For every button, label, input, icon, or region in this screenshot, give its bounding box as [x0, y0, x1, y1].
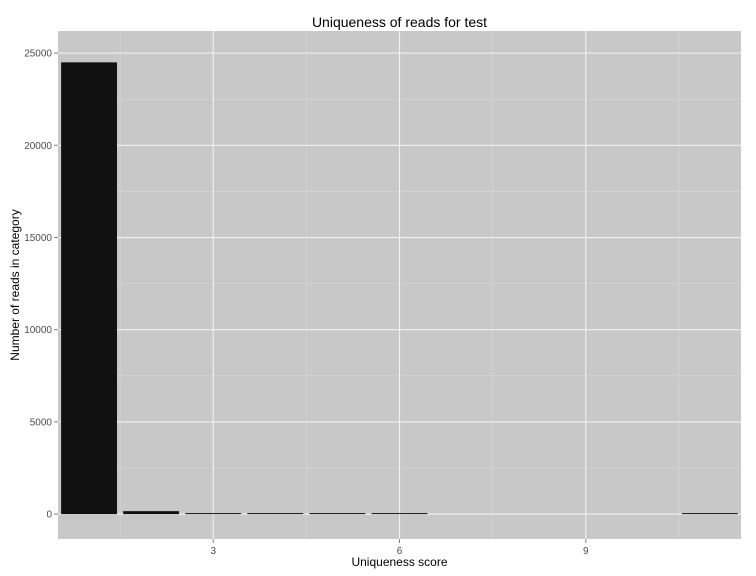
bar [371, 513, 428, 515]
y-tick-label: 25000 [24, 49, 52, 60]
y-tick-label: 0 [46, 510, 52, 521]
x-tick-label: 6 [397, 546, 403, 557]
x-tick-label: 3 [210, 546, 216, 557]
y-tick-label: 15000 [24, 233, 52, 244]
bar [61, 62, 117, 515]
bar [309, 513, 366, 515]
y-tick-label: 10000 [24, 325, 52, 336]
bar [682, 513, 738, 515]
y-axis: 0 5000 10000 15000 20000 25000 [24, 49, 58, 521]
bars [61, 62, 738, 515]
x-tick-label: 9 [583, 546, 589, 557]
x-axis-title: Uniqueness score [351, 555, 447, 569]
bar [185, 513, 242, 515]
y-tick-label: 5000 [30, 417, 53, 428]
bar [247, 513, 304, 515]
chart-title: Uniqueness of reads for test [312, 14, 487, 30]
x-axis: 3 6 9 [210, 539, 589, 557]
y-tick-label: 20000 [24, 141, 52, 152]
bar [123, 511, 180, 515]
y-axis-title: Number of reads in category [8, 209, 22, 360]
